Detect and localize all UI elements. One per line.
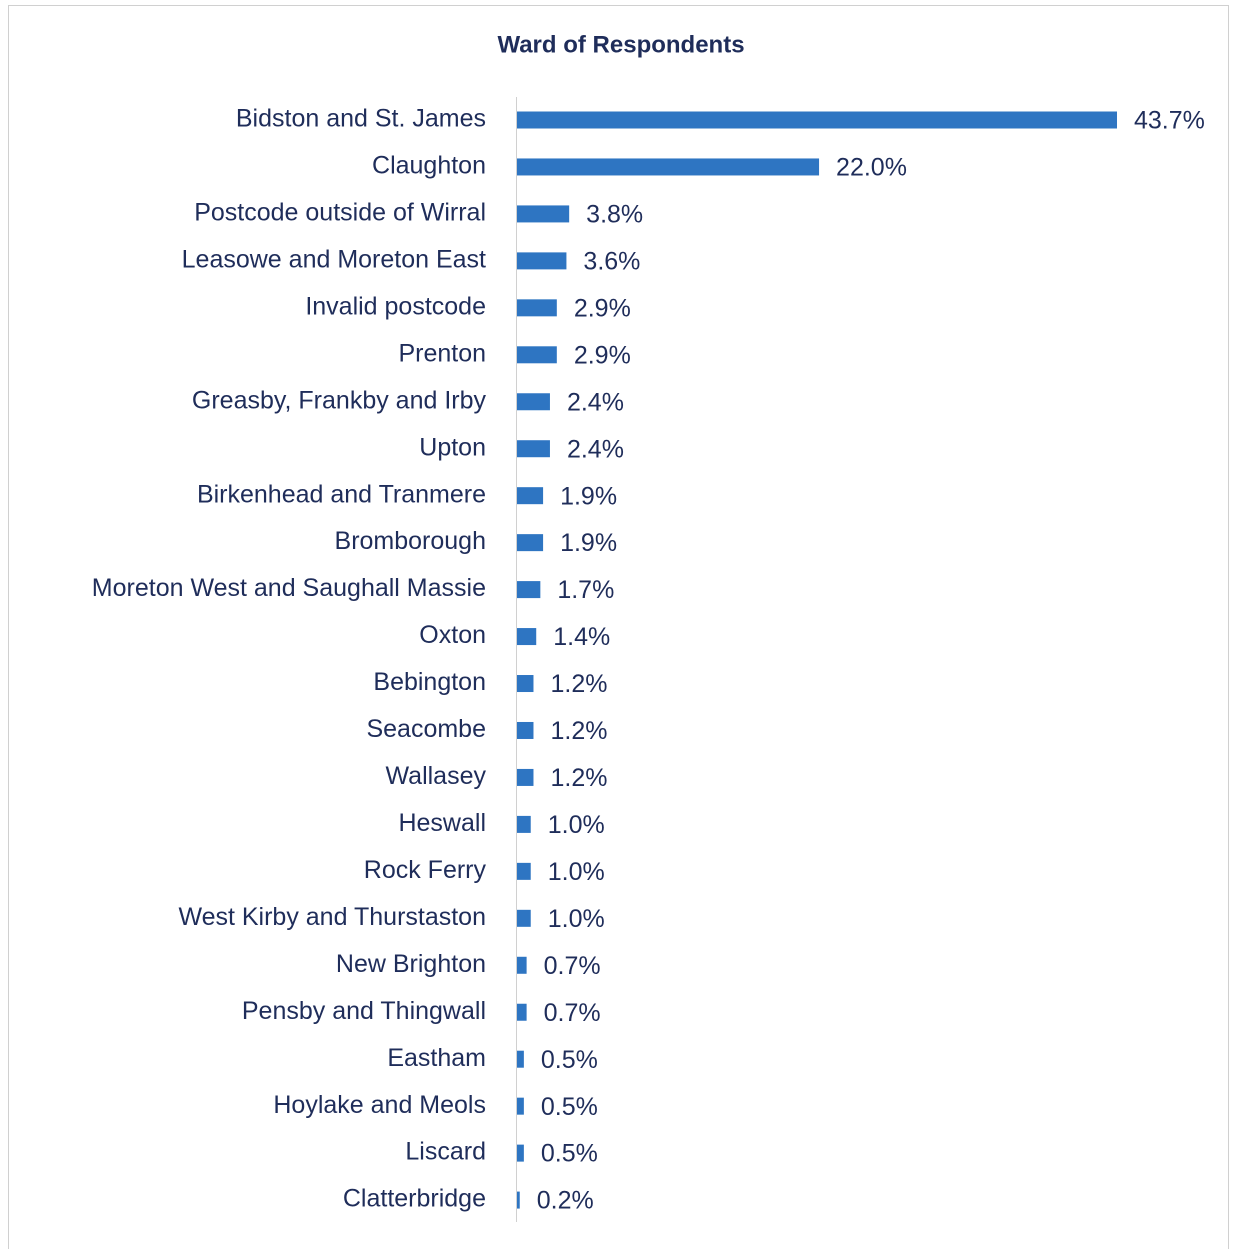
category-label: Hoylake and Meols (273, 1091, 486, 1119)
category-label: Postcode outside of Wirral (194, 199, 486, 227)
value-label: 0.5% (541, 1046, 598, 1074)
bar (517, 440, 550, 458)
bar (517, 158, 820, 176)
category-label: Bidston and St. James (236, 105, 486, 133)
value-label: 43.7% (1134, 107, 1205, 135)
category-label: Claughton (372, 152, 486, 180)
value-label: 2.4% (567, 435, 624, 463)
bar (517, 1144, 524, 1162)
bar (517, 111, 1118, 129)
value-label: 1.4% (553, 623, 610, 651)
value-label: 1.0% (548, 811, 605, 839)
category-label: Wallasey (386, 762, 487, 790)
category-label: Leasowe and Moreton East (182, 245, 486, 273)
bar (517, 1191, 520, 1209)
value-label: 0.5% (541, 1140, 598, 1168)
value-label: 1.2% (550, 717, 607, 745)
value-label: 1.2% (550, 764, 607, 792)
value-label: 3.6% (583, 247, 640, 275)
category-label: Liscard (405, 1138, 486, 1166)
category-label: Upton (419, 433, 486, 461)
bar (517, 768, 534, 786)
chart-title: Ward of Respondents (497, 31, 744, 58)
value-label: 2.4% (567, 388, 624, 416)
value-label: 1.9% (560, 529, 617, 557)
bar (517, 534, 544, 552)
category-label: Birkenhead and Tranmere (197, 480, 486, 508)
bar (517, 346, 557, 364)
value-label: 22.0% (836, 154, 907, 182)
category-label: Prenton (398, 339, 486, 367)
value-label: 3.8% (586, 201, 643, 229)
category-label: Eastham (387, 1044, 486, 1072)
bar (517, 252, 567, 270)
category-label: Seacombe (366, 715, 486, 743)
category-label: Invalid postcode (305, 292, 486, 320)
bar (517, 675, 534, 693)
bar (517, 1050, 524, 1068)
bar (517, 487, 544, 505)
category-label: Greasby, Frankby and Irby (192, 386, 487, 414)
category-label: Moreton West and Saughall Massie (92, 574, 486, 602)
value-label: 1.2% (550, 670, 607, 698)
value-label: 1.7% (557, 576, 614, 604)
bar (517, 1097, 524, 1115)
category-label: Bebington (373, 668, 486, 696)
bar (517, 393, 550, 411)
bar (517, 299, 557, 317)
category-label: Oxton (419, 621, 486, 649)
category-label: Clatterbridge (343, 1185, 486, 1213)
chart-frame (8, 5, 1229, 1249)
bar (517, 815, 531, 833)
category-label: Pensby and Thingwall (242, 997, 486, 1025)
bar (517, 1003, 527, 1021)
category-label: Bromborough (335, 527, 486, 555)
bar (517, 862, 531, 880)
value-label: 0.2% (537, 1187, 594, 1215)
value-label: 0.5% (541, 1093, 598, 1121)
bar (517, 956, 527, 974)
category-label: Rock Ferry (364, 856, 487, 884)
value-label: 1.0% (548, 905, 605, 933)
bar (517, 628, 537, 646)
bar (517, 205, 570, 223)
value-label: 0.7% (544, 999, 601, 1027)
category-label: New Brighton (336, 950, 486, 978)
value-label: 1.0% (548, 858, 605, 886)
value-label: 2.9% (574, 341, 631, 369)
category-label: Heswall (398, 809, 486, 837)
bar (517, 909, 531, 927)
bar (517, 721, 534, 739)
category-label: West Kirby and Thurstaston (178, 903, 486, 931)
value-label: 2.9% (574, 294, 631, 322)
value-label: 0.7% (544, 952, 601, 980)
value-label: 1.9% (560, 482, 617, 510)
bar (517, 581, 541, 599)
